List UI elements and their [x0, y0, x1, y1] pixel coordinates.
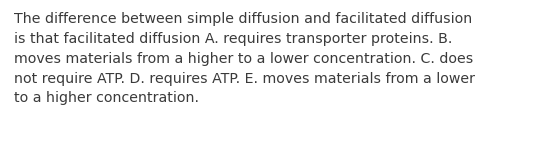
Text: The difference between simple diffusion and facilitated diffusion
is that facili: The difference between simple diffusion …: [14, 12, 475, 105]
